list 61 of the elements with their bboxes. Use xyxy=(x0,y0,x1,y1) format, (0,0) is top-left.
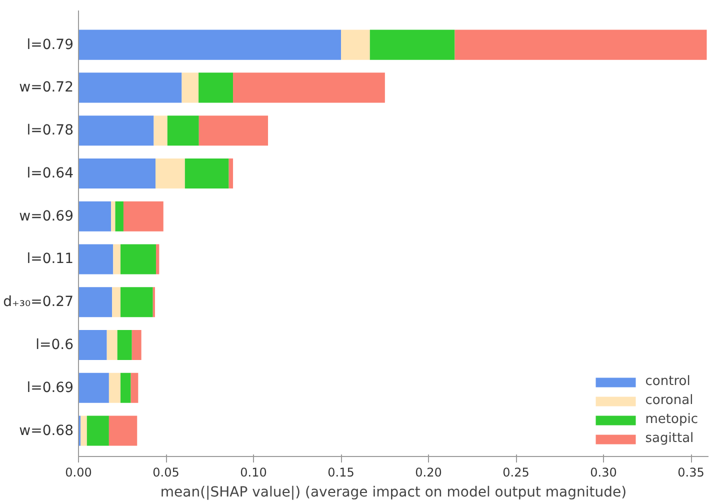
y-tick-label: l=0.78 xyxy=(26,122,74,139)
bar xyxy=(120,372,131,403)
bar xyxy=(156,244,160,274)
legend-label: sagittal xyxy=(645,431,694,446)
x-axis-title: mean(|SHAP value|) (average impact on model output magnitude) xyxy=(160,484,627,500)
y-tick-label: l=0.69 xyxy=(26,380,74,396)
bar xyxy=(154,116,168,146)
bar xyxy=(78,72,182,103)
x-tick-label: 0.35 xyxy=(678,466,704,480)
y-tick-label: l=0.11 xyxy=(26,251,74,268)
bar xyxy=(182,72,199,103)
bar xyxy=(120,287,153,318)
bar xyxy=(198,116,268,146)
y-tick-label: l=0.79 xyxy=(26,36,74,53)
bar xyxy=(233,72,385,103)
bar xyxy=(123,201,164,232)
bar xyxy=(78,116,154,146)
bar xyxy=(198,72,234,103)
bar xyxy=(78,158,156,188)
bar xyxy=(156,158,185,188)
bar xyxy=(78,201,112,232)
bar xyxy=(113,244,120,274)
bar xyxy=(78,372,109,403)
x-tick-label: 0.25 xyxy=(502,466,530,480)
bar xyxy=(341,30,370,60)
bar xyxy=(117,330,132,360)
bar xyxy=(112,287,120,318)
bar xyxy=(115,201,124,232)
x-tick-label: 0.20 xyxy=(415,466,442,480)
bar xyxy=(80,416,87,446)
bar xyxy=(111,201,116,232)
x-tick-label: 0.30 xyxy=(590,466,617,480)
bar xyxy=(78,330,107,360)
y-tick-label: l=0.6 xyxy=(36,337,74,353)
y-tick-label: d₊₃₀=0.27 xyxy=(3,294,74,310)
bar xyxy=(132,330,142,360)
legend-label: metopic xyxy=(645,412,698,427)
bar xyxy=(184,158,229,188)
legend-label: coronal xyxy=(645,393,694,408)
bar xyxy=(106,330,118,360)
bar xyxy=(370,30,455,60)
bar xyxy=(78,244,114,274)
bar xyxy=(167,116,199,146)
x-tick-label: 0.05 xyxy=(152,466,180,480)
y-tick-label: l=0.64 xyxy=(26,165,74,182)
bar xyxy=(78,30,341,60)
bar xyxy=(120,244,156,274)
x-tick-label: 0.10 xyxy=(240,466,267,480)
legend-label: control xyxy=(645,374,690,389)
bar xyxy=(130,372,138,403)
x-tick-label: 0.00 xyxy=(65,466,92,480)
x-tick-label: 0.15 xyxy=(328,466,354,480)
bar xyxy=(228,158,234,188)
y-tick-label: w=0.69 xyxy=(19,208,74,224)
bar xyxy=(108,416,138,446)
y-tick-label: w=0.72 xyxy=(19,80,74,96)
bar xyxy=(78,287,112,318)
bar xyxy=(108,372,120,403)
bar xyxy=(86,416,109,446)
y-tick-label: w=0.68 xyxy=(19,422,74,439)
bar xyxy=(454,30,707,60)
